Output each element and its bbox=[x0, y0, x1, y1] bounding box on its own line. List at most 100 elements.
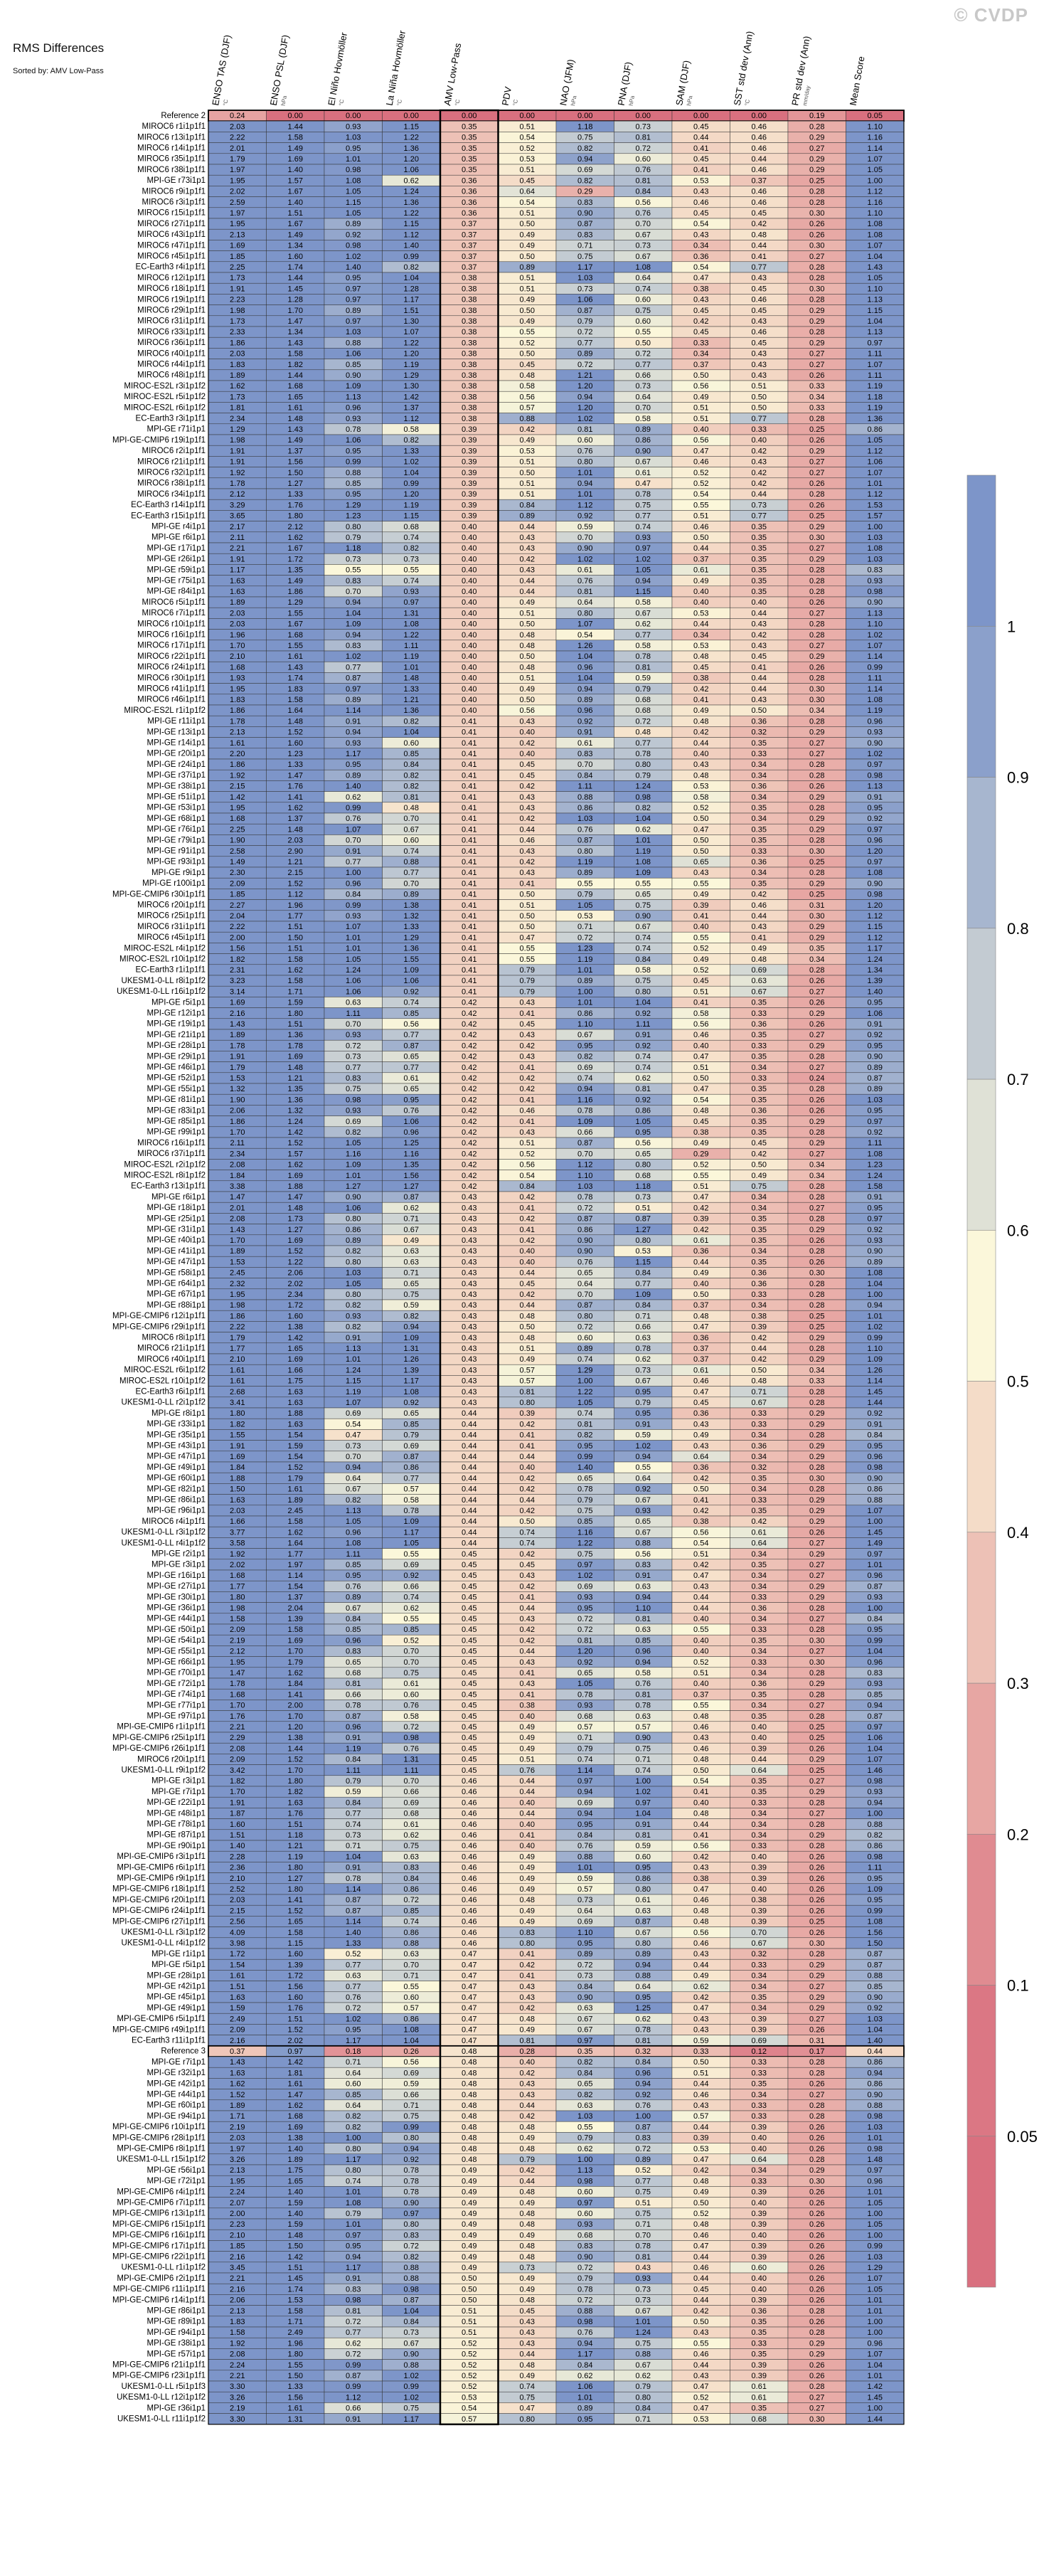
cell-value: 1.00 bbox=[868, 176, 883, 185]
cell-value: 1.51 bbox=[288, 209, 303, 218]
cell-value: 0.33 bbox=[752, 1009, 767, 1018]
cell-value: 1.69 bbox=[288, 155, 303, 164]
cell-value: 0.48 bbox=[520, 1334, 535, 1342]
cell-value: 0.69 bbox=[577, 1918, 592, 1926]
cell-value: 0.25 bbox=[809, 425, 824, 434]
cell-value: 0.78 bbox=[404, 2177, 419, 2185]
cell-value: 0.45 bbox=[462, 1648, 476, 1656]
cell-value: 0.28 bbox=[809, 1399, 824, 1407]
cell-value: 0.34 bbox=[752, 793, 767, 802]
cell-value: 1.33 bbox=[404, 685, 419, 694]
cell-value: 1.43 bbox=[230, 1020, 245, 1029]
cell-value: 0.64 bbox=[752, 2156, 767, 2164]
row-label: EC-Earth3 r1i1p1f1 bbox=[136, 966, 206, 975]
cell-value: 0.47 bbox=[693, 2156, 708, 2164]
cell-value: 0.29 bbox=[809, 1226, 824, 1234]
cell-value: 0.50 bbox=[520, 307, 535, 315]
cell-value: 1.01 bbox=[346, 945, 361, 953]
cell-value: 0.44 bbox=[520, 1810, 535, 1818]
cell-value: 1.08 bbox=[868, 696, 883, 704]
cell-value: 1.12 bbox=[868, 933, 883, 942]
cell-value: 0.49 bbox=[520, 1723, 535, 1732]
cell-value: 0.53 bbox=[577, 912, 592, 921]
cell-value: 0.77 bbox=[346, 1961, 361, 1969]
cell-value: 0.40 bbox=[752, 1734, 767, 1742]
cell-value: 0.86 bbox=[868, 425, 883, 434]
cell-value: 1.15 bbox=[404, 122, 419, 131]
row-label: MPI-GE-CMIP6 r22i1p1f1 bbox=[112, 2253, 206, 2262]
row-label: MPI-GE-CMIP6 r4i1p1f1 bbox=[117, 2188, 206, 2196]
cell-value: 0.39 bbox=[752, 1323, 767, 1332]
cell-value: 1.37 bbox=[404, 404, 419, 413]
cell-value: 0.28 bbox=[809, 1950, 824, 1958]
cell-value: 0.93 bbox=[346, 739, 361, 748]
cell-value: 0.28 bbox=[809, 122, 824, 131]
cell-value: 0.29 bbox=[809, 339, 824, 347]
cell-value: 0.43 bbox=[752, 620, 767, 629]
row-label: MPI-GE r19i1p1 bbox=[147, 1020, 206, 1029]
cell-value: 1.22 bbox=[577, 1388, 592, 1396]
cell-value: 1.05 bbox=[346, 1139, 361, 1147]
cell-value: 0.88 bbox=[577, 793, 592, 802]
row-label: MPI-GE-CMIP6 r6i1p1f1 bbox=[117, 1863, 206, 1872]
cell-value: 0.37 bbox=[230, 2047, 245, 2056]
cell-value: 0.42 bbox=[462, 1118, 476, 1126]
cell-value: 0.51 bbox=[693, 404, 708, 413]
cell-value: 0.89 bbox=[577, 869, 592, 877]
cell-value: 0.45 bbox=[520, 176, 535, 185]
cell-value: 2.02 bbox=[288, 2037, 303, 2045]
cell-value: 0.28 bbox=[809, 588, 824, 596]
cell-value: 0.53 bbox=[693, 642, 708, 650]
cell-value: 0.48 bbox=[462, 2145, 476, 2153]
cell-value: 0.51 bbox=[520, 274, 535, 282]
cell-value: 0.55 bbox=[693, 1626, 708, 1634]
cell-value: 0.45 bbox=[462, 1702, 476, 1710]
cell-value: 2.13 bbox=[230, 230, 245, 239]
cell-value: 2.03 bbox=[230, 2134, 245, 2143]
cell-value: 0.18 bbox=[346, 2047, 361, 2056]
cell-value: 0.98 bbox=[868, 2145, 883, 2153]
cell-value: 0.41 bbox=[520, 1431, 535, 1440]
cell-value: 1.26 bbox=[868, 1366, 883, 1374]
cell-value: 0.70 bbox=[636, 2231, 651, 2240]
cell-value: 1.35 bbox=[404, 1161, 419, 1170]
cell-value: 0.79 bbox=[346, 2210, 361, 2218]
cell-value: 1.15 bbox=[404, 220, 419, 228]
cell-value: 1.01 bbox=[636, 837, 651, 845]
cell-value: 1.60 bbox=[230, 1820, 245, 1829]
cell-value: 0.47 bbox=[462, 1993, 476, 2002]
cell-value: 1.05 bbox=[868, 2199, 883, 2207]
cell-value: 0.40 bbox=[752, 1723, 767, 1732]
cell-value: 0.32 bbox=[752, 728, 767, 737]
cell-value: 0.34 bbox=[809, 1172, 824, 1180]
cell-value: 0.53 bbox=[636, 1247, 651, 1256]
cell-value: 0.56 bbox=[636, 1550, 651, 1559]
cell-value: 0.36 bbox=[462, 188, 476, 196]
cell-value: 1.19 bbox=[868, 706, 883, 715]
cell-value: 0.45 bbox=[752, 652, 767, 661]
row-label: MPI-GE r82i1p1 bbox=[147, 1485, 206, 1493]
cell-value: 0.65 bbox=[404, 1053, 419, 1061]
cell-value: 0.42 bbox=[520, 1474, 535, 1483]
cell-value: 0.71 bbox=[577, 242, 592, 250]
cell-value: 0.41 bbox=[462, 977, 476, 985]
cell-value: 0.93 bbox=[346, 912, 361, 921]
cell-value: 0.29 bbox=[809, 523, 824, 531]
cell-value: 0.50 bbox=[520, 923, 535, 931]
cell-value: 0.28 bbox=[809, 1247, 824, 1256]
cell-value: 0.49 bbox=[462, 2188, 476, 2197]
cell-value: 1.20 bbox=[577, 382, 592, 391]
cell-value: 0.46 bbox=[752, 144, 767, 153]
cell-value: 0.98 bbox=[868, 771, 883, 780]
cell-value: 1.69 bbox=[288, 1236, 303, 1245]
cell-value: 0.88 bbox=[868, 2101, 883, 2110]
cell-value: 1.10 bbox=[636, 1604, 651, 1613]
cell-value: 0.42 bbox=[520, 1961, 535, 1969]
cell-value: 0.34 bbox=[752, 1431, 767, 1440]
cell-value: 0.86 bbox=[868, 1842, 883, 1850]
cell-value: 1.12 bbox=[577, 501, 592, 509]
cell-value: 0.92 bbox=[868, 2004, 883, 2013]
cell-value: 0.50 bbox=[520, 696, 535, 704]
cell-value: 0.48 bbox=[520, 1312, 535, 1320]
cell-value: 1.70 bbox=[288, 1648, 303, 1656]
